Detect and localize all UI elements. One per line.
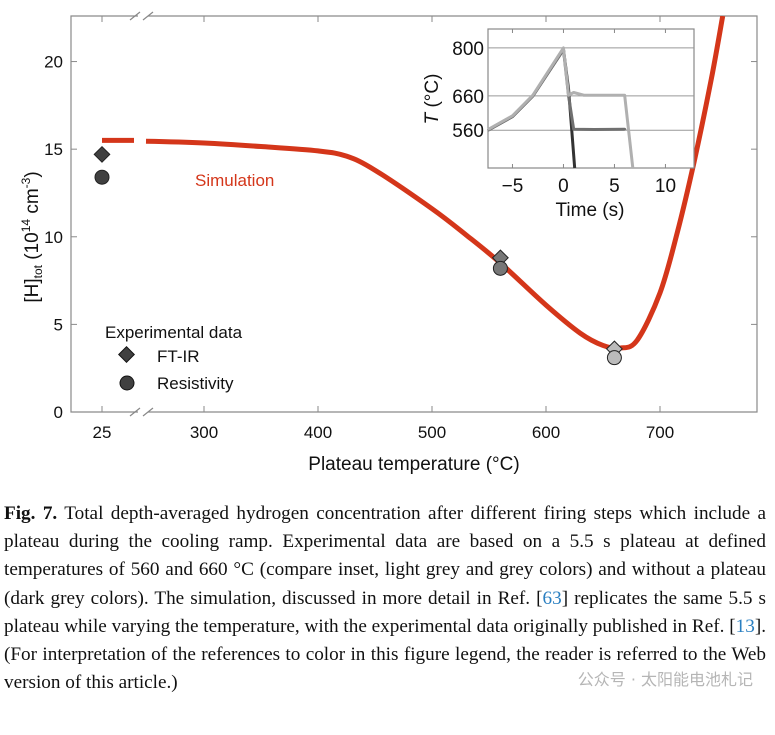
x-tick-label: 400 (304, 423, 332, 442)
y-tick-label: 15 (44, 140, 63, 159)
resistivity-point (94, 169, 110, 185)
x-tick-label: 700 (646, 423, 674, 442)
caption-label: Fig. 7. (4, 503, 58, 524)
resistivity-point (492, 260, 508, 276)
inset-y-tick-label: 660 (452, 87, 484, 108)
resistivity-point (606, 350, 622, 366)
x-tick-label: 600 (532, 423, 560, 442)
axis-break-mark (129, 407, 154, 417)
reference-link-63[interactable]: 63 (542, 587, 562, 609)
ftir-point (491, 249, 509, 267)
chart: 0 5 10 15 20 25 300 400 500 600 700 [H]tot (1014 c… (19, 11, 758, 475)
inset-chart: Time (s) T (°C) 560 660 800 −5 0 5 10 (422, 28, 695, 221)
inset-frame (487, 28, 695, 169)
caption-text-3: ]. (For interpretation of the references… (4, 615, 766, 694)
watermark: 公众号 · 太阳能电池札记 (577, 670, 753, 689)
inset-y-axis-label: T (°C) (422, 74, 443, 125)
x-tick-label: 500 (418, 423, 446, 442)
y-tick-label: 20 (44, 53, 63, 72)
y-tick-label: 5 (54, 315, 63, 334)
reference-link-13[interactable]: 13 (735, 615, 755, 637)
y-tick-label: 10 (44, 228, 63, 247)
legend-resistivity-label: Resistivity (157, 374, 234, 393)
ftir-point (93, 145, 111, 163)
caption-text-2: ] replicates the same 5.5 s plateau whil… (4, 587, 766, 637)
x-tick-label: 25 (93, 423, 112, 442)
inset-y-tick-label: 560 (452, 121, 484, 142)
legend-title: Experimental data (105, 323, 243, 342)
figure-caption: Fig. 7. Total depth-averaged hydrogen co… (4, 500, 766, 697)
y-axis-label: [H]tot (1014 cm-3) (19, 171, 45, 302)
axis-break-mark (129, 11, 154, 21)
plot-frame (70, 15, 758, 413)
inset-temperature-curve (487, 46, 635, 169)
simulation-curve (145, 16, 726, 351)
inset-y-tick-label: 800 (452, 39, 484, 60)
y-tick-label: 0 (54, 403, 63, 422)
legend-circle-marker (119, 375, 135, 391)
legend-diamond-marker (118, 346, 135, 363)
legend: Experimental data FT-IR Resistivity (105, 323, 243, 393)
inset-x-tick-label: −5 (502, 176, 524, 197)
inset-x-tick-label: 10 (655, 176, 676, 197)
inset-x-axis-label: Time (s) (556, 200, 625, 221)
inset-x-tick-label: 5 (609, 176, 620, 197)
inset-x-tick-label: 0 (558, 176, 569, 197)
simulation-label: Simulation (195, 171, 274, 190)
legend-ftir-label: FT-IR (157, 347, 200, 366)
caption-text-1: Total depth-averaged hydrogen concentrat… (4, 503, 766, 609)
x-axis-label: Plateau temperature (°C) (308, 454, 519, 475)
x-tick-label: 300 (190, 423, 218, 442)
